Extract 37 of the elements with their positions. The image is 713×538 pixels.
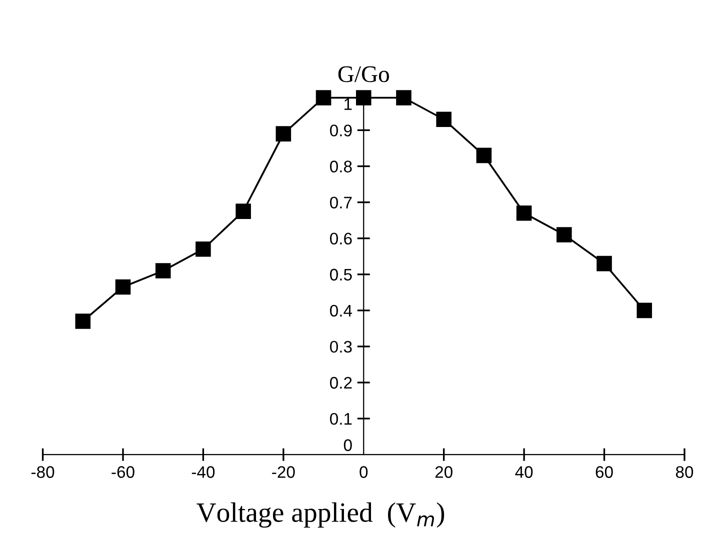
y-tick-label: 0.6 (330, 232, 352, 245)
x-tick-label: -40 (192, 466, 215, 478)
x-axis-title: Voltage applied (V$_{m}$) (196, 502, 444, 528)
point (356, 90, 372, 106)
point (436, 112, 452, 128)
x-tick-label: -20 (272, 466, 295, 478)
y-axis-title: G/Go (338, 66, 389, 82)
x-tick-label: -60 (112, 466, 134, 478)
y-tick-label: 0.5 (330, 268, 352, 281)
x-tick-label: -80 (31, 466, 54, 478)
point (236, 204, 251, 219)
point (396, 90, 412, 106)
point (556, 227, 572, 242)
point (636, 302, 652, 318)
point (596, 256, 612, 272)
point (516, 205, 532, 221)
point (155, 263, 171, 278)
y-tick-label: 0.3 (330, 340, 352, 353)
y-tick-label: 0 (344, 439, 352, 452)
point (276, 126, 292, 142)
x-tick-label: 80 (676, 466, 694, 478)
y-tick-label: 0.8 (330, 160, 352, 172)
y-tick-label: 0.4 (330, 304, 352, 317)
x-tick-label: 60 (596, 466, 613, 478)
point (115, 279, 131, 295)
x-tick-label: 0 (360, 466, 368, 478)
y-tick-label: 0.7 (330, 196, 352, 208)
point (316, 90, 332, 106)
y-tick-label: 0.9 (330, 124, 352, 136)
point (476, 148, 492, 164)
x-tick-label: 40 (515, 466, 533, 478)
y-tick-label: 0.1 (330, 412, 352, 425)
y-tick-label: 1 (344, 98, 352, 110)
y-tick-label: 0.2 (330, 376, 352, 389)
x-tick-label: 20 (435, 466, 452, 478)
point (75, 314, 91, 329)
point (196, 242, 211, 257)
